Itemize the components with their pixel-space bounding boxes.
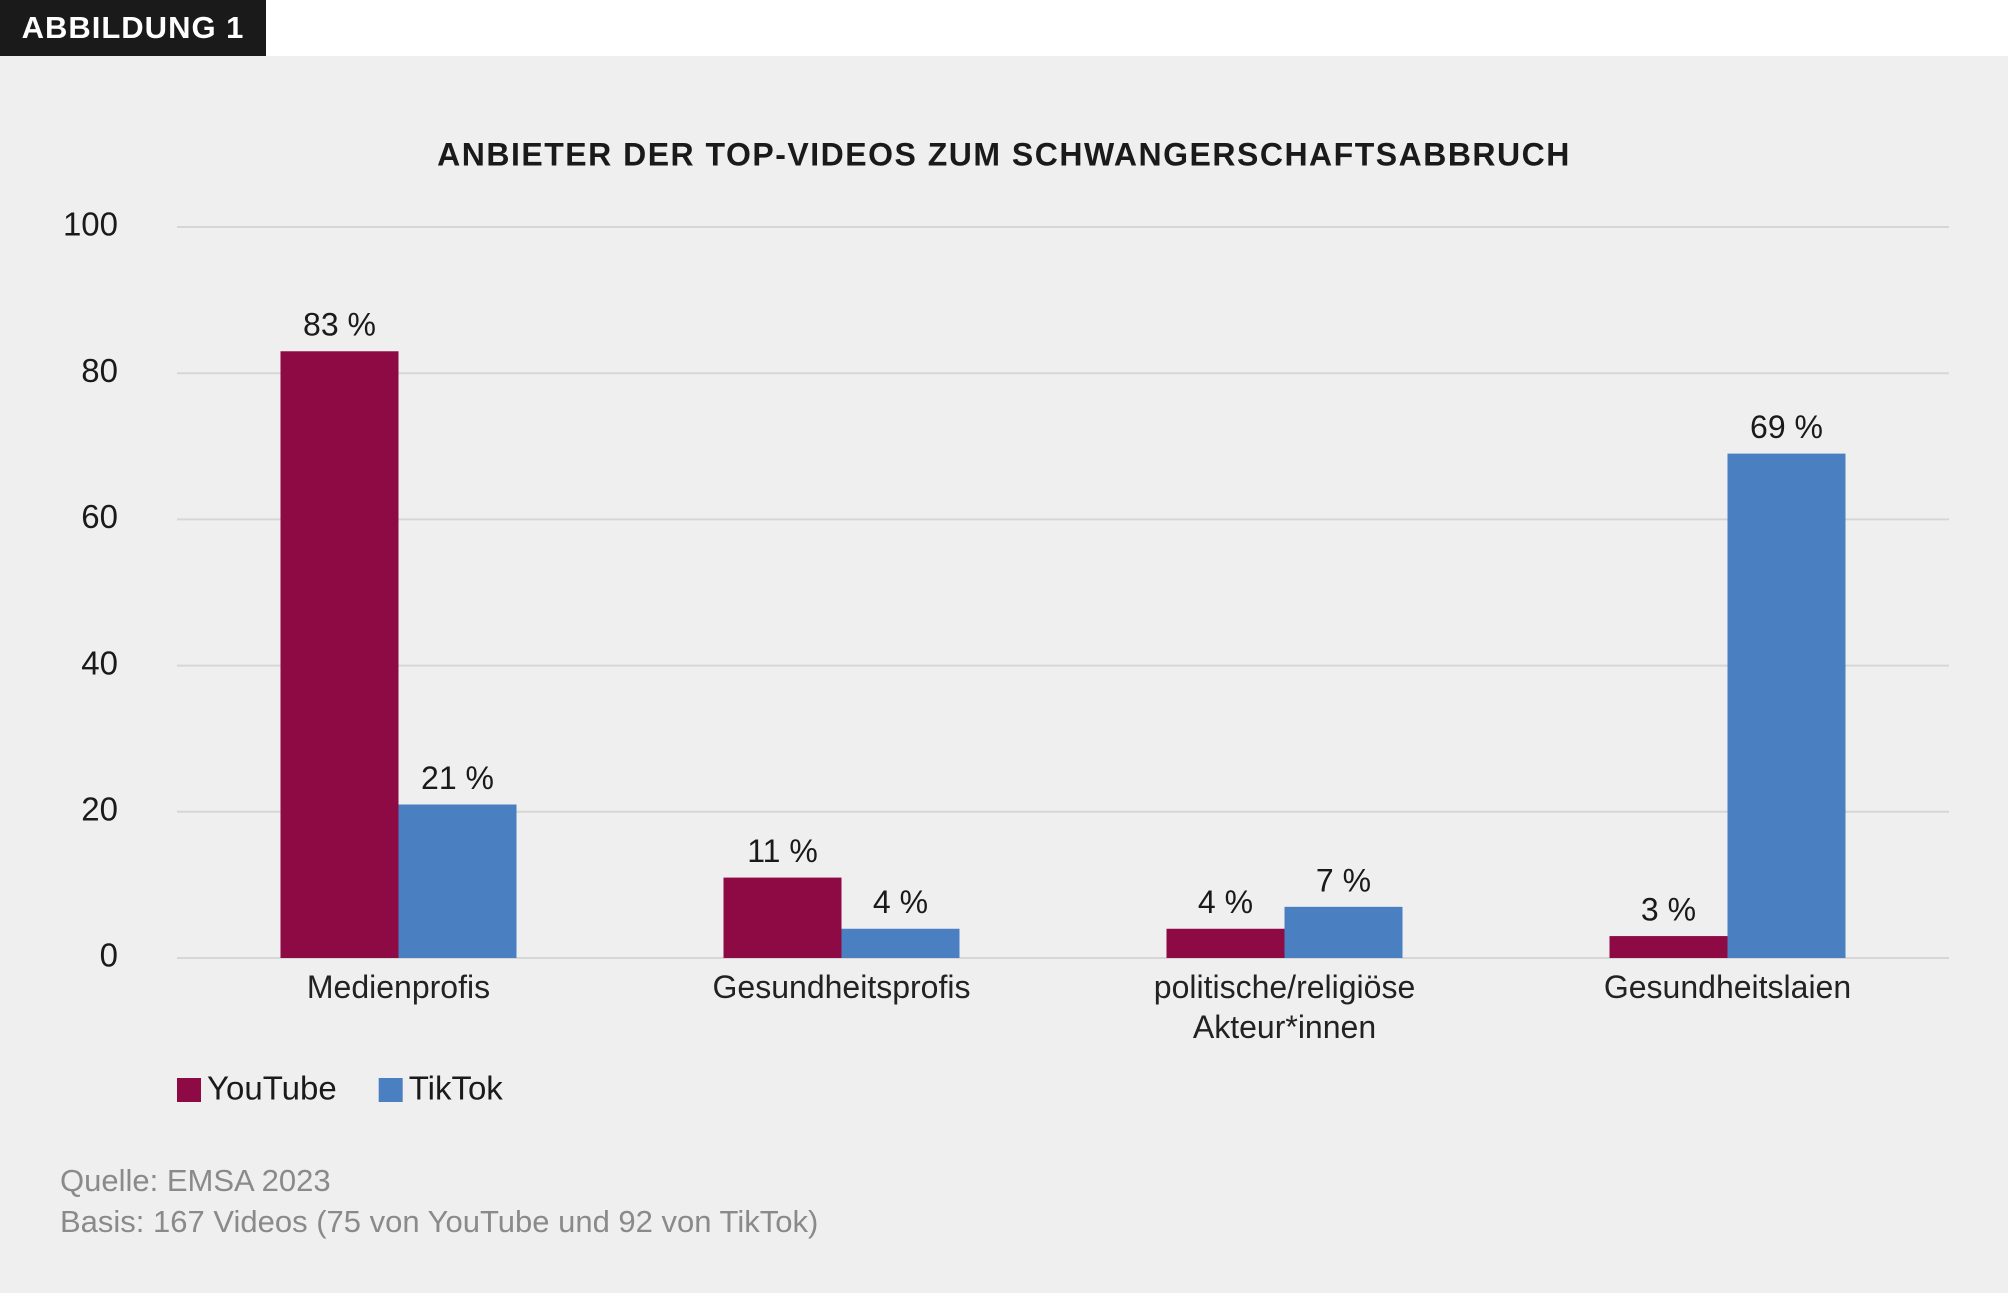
bar [1284,906,1403,958]
data-label: 3 % [1641,892,1696,928]
y-tick-label: 40 [81,644,118,681]
bar [1166,928,1285,958]
data-label: 21 % [421,760,494,796]
x-tick-label: Gesundheitsprofis [712,969,971,1005]
top-strip [0,0,2008,56]
legend-label: YouTube [207,1070,337,1107]
legend-swatch [177,1078,201,1102]
x-tick-label: politische/religiöse Akteur*innen [1153,969,1416,1045]
data-label: 11 % [747,833,818,869]
data-label: 4 % [1198,884,1253,920]
data-label: 69 % [1750,409,1823,445]
x-tick-label: Medienprofis [306,969,491,1005]
bar [1727,453,1846,958]
note: Basis: 167 Videos (75 von YouTube und 92… [60,1204,819,1239]
legend-label: TikTok [409,1070,504,1107]
bar [398,804,517,958]
bar [841,928,960,958]
chart-title: ANBIETER DER TOP-VIDEOS ZUM SCHWANGERSCH… [437,136,1571,172]
data-label: 4 % [873,884,928,920]
y-tick-label: 0 [100,937,118,974]
y-tick-label: 80 [81,352,118,389]
y-tick-label: 60 [81,498,118,535]
y-tick-label: 100 [63,206,118,243]
figure-label: ABBILDUNG 1 [0,0,266,56]
data-label: 83 % [303,307,376,343]
source: Quelle: EMSA 2023 [60,1163,331,1198]
bar [280,351,399,958]
x-tick-label: Gesundheitslaien [1603,969,1852,1005]
y-tick-label: 20 [81,791,118,828]
bar [723,877,842,958]
legend-swatch [378,1078,403,1102]
bar [1609,936,1728,958]
data-label: 7 % [1316,862,1371,898]
